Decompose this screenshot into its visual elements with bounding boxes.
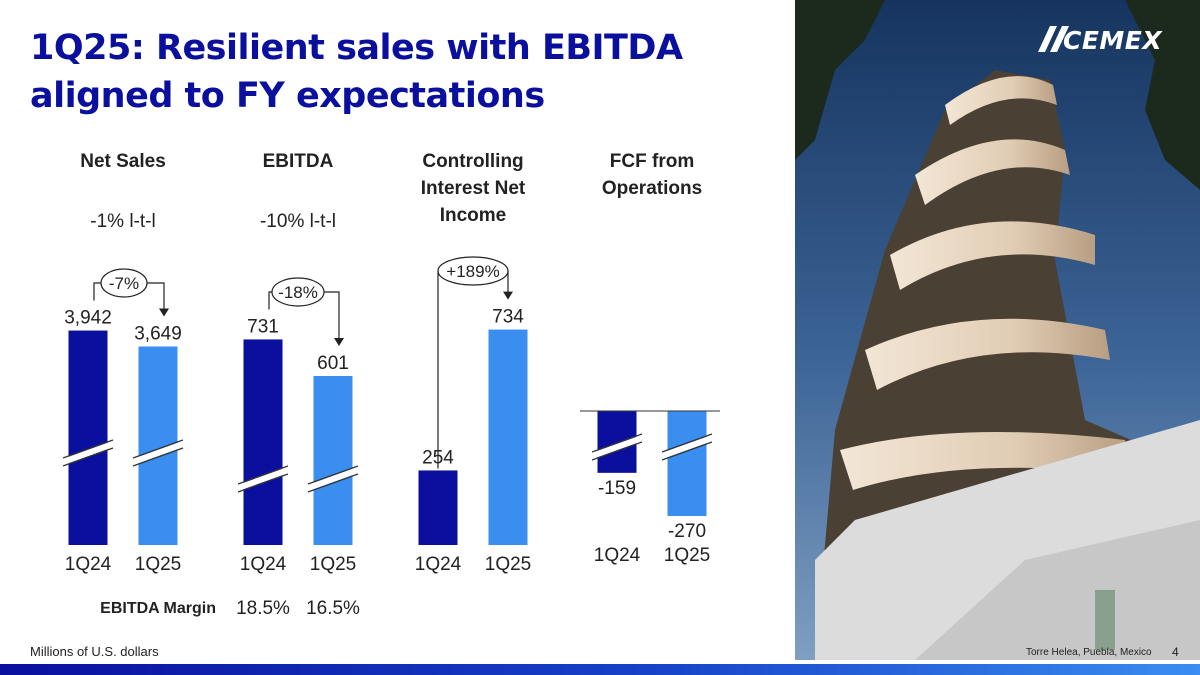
arrowhead-icon: [334, 337, 344, 346]
axis-break-line: [237, 465, 289, 485]
bar-1Q25: [313, 375, 353, 545]
axis-break-gap: [590, 435, 644, 459]
data-label: 3,649: [134, 323, 182, 344]
panel-title: Controlling: [422, 151, 523, 172]
ebitda-margin-value: 18.5%: [236, 598, 290, 619]
x-tick-label: 1Q24: [65, 554, 112, 575]
change-connector-line: [324, 291, 340, 344]
axis-break-line: [591, 433, 643, 453]
panel-title: Operations: [602, 178, 702, 199]
x-tick-label: 1Q25: [310, 554, 356, 575]
page-number: 4: [1172, 645, 1179, 659]
tower-illustration: [795, 0, 1200, 660]
change-connector-line: [147, 282, 165, 315]
building-photo: [795, 0, 1200, 660]
ebitda-margin-label: EBITDA Margin: [100, 600, 216, 617]
arrowhead-icon: [159, 308, 169, 317]
axis-break-line: [132, 447, 184, 467]
panel-subtitle: -1% l-t-l: [90, 211, 155, 232]
bar-1Q24: [68, 330, 108, 545]
cemex-logo-icon: [1038, 26, 1069, 52]
panel-title: FCF from: [610, 151, 694, 172]
x-tick-label: 1Q24: [594, 545, 641, 566]
data-label: 734: [492, 307, 524, 328]
axis-break-gap: [131, 441, 185, 465]
axis-break-gap: [61, 441, 115, 465]
change-connector-line: [268, 291, 272, 310]
axis-break-gap: [306, 467, 360, 491]
change-label: +189%: [446, 262, 499, 281]
arrowhead-icon: [503, 291, 513, 300]
panel-title: Interest Net: [421, 178, 526, 199]
axis-break-gap: [236, 467, 290, 491]
x-tick-label: 1Q25: [664, 545, 710, 566]
photo-caption: Torre Helea, Puebla, Mexico: [1026, 647, 1152, 658]
axis-break-line: [62, 447, 114, 467]
panel-title: Income: [440, 205, 507, 226]
change-label: -18%: [278, 283, 318, 302]
axis-break-line: [661, 433, 713, 453]
bar-1Q25: [667, 411, 707, 517]
axis-break-line: [307, 465, 359, 485]
panel-title: Net Sales: [80, 151, 166, 172]
data-label: -270: [668, 521, 706, 542]
data-label: -159: [598, 478, 636, 499]
axis-break-line: [237, 473, 289, 493]
axis-break-line: [591, 441, 643, 461]
change-label: -7%: [109, 274, 139, 293]
bar-1Q25: [488, 329, 528, 545]
x-tick-label: 1Q25: [135, 554, 181, 575]
panel-subtitle: -10% l-t-l: [260, 211, 336, 232]
axis-break-line: [62, 439, 114, 459]
data-label: 601: [317, 353, 349, 374]
axis-break-line: [132, 439, 184, 459]
panel-title: EBITDA: [263, 151, 334, 172]
x-tick-label: 1Q24: [240, 554, 287, 575]
slide-title: 1Q25: Resilient sales with EBITDA aligne…: [30, 28, 683, 116]
change-connector-line: [93, 282, 101, 301]
cemex-logo: CEMEX: [1063, 26, 1163, 55]
bar-1Q24: [243, 339, 283, 545]
axis-break-line: [661, 441, 713, 461]
bar-1Q24: [418, 470, 458, 545]
units-footnote: Millions of U.S. dollars: [30, 644, 159, 659]
financial-bar-charts: Net Sales -1% l-t-l 3,942 1Q24 3,649 1Q25 -7% E…: [61, 151, 720, 619]
bottom-accent-bar: [0, 664, 1200, 675]
axis-break-gap: [660, 435, 714, 459]
ebitda-margin-value: 16.5%: [306, 598, 360, 619]
data-label: 731: [247, 316, 279, 337]
axis-break-line: [307, 473, 359, 493]
data-label: 3,942: [64, 308, 112, 329]
x-tick-label: 1Q24: [415, 554, 462, 575]
x-tick-label: 1Q25: [485, 554, 531, 575]
